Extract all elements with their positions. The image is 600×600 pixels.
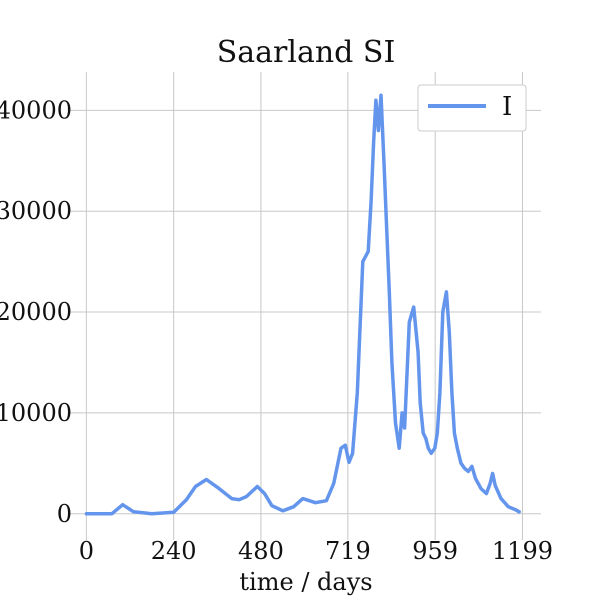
y-tick-label-2: 20000 [0,298,72,326]
y-tick-label-0: 0 [57,500,72,528]
y-tick-label-3: 30000 [0,197,72,225]
x-tick-label-0: 0 [79,537,94,565]
legend-label: I [502,92,512,122]
series-line-I [84,93,521,516]
y-tick-label-4: 40000 [0,96,72,124]
x-tick-label-2: 480 [238,537,284,565]
x-tick-label-4: 959 [412,537,458,565]
x-tick-label-5: 1199 [492,537,553,565]
y-tick-label-1: 10000 [0,399,72,427]
x-tick-label-1: 240 [151,537,197,565]
legend: I [417,84,527,132]
tick-layer: 0 240 480 719 959 1199 0 10000 20000 30000 40000 [0,96,553,565]
x-axis-label: time / days [239,568,372,596]
series-layer [84,93,521,516]
chart-title: Saarland SI [217,35,396,70]
x-tick-label-3: 719 [325,537,371,565]
